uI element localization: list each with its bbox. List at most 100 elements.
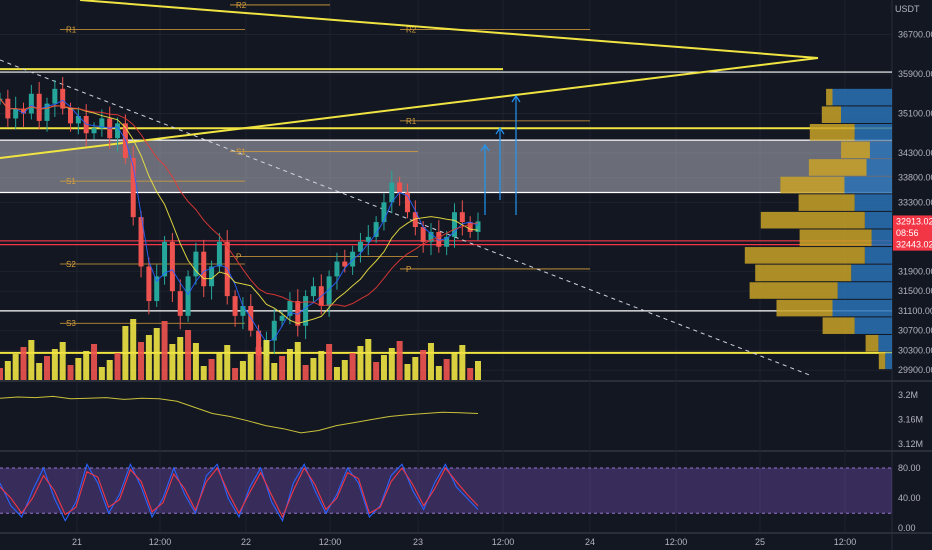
stoch-tick-label: 80.00 bbox=[898, 463, 921, 473]
volume-profile-buy-bar bbox=[832, 88, 892, 106]
volume-profile-sell-bar bbox=[826, 88, 833, 106]
volume-bar bbox=[0, 368, 3, 380]
volume-bar bbox=[216, 352, 223, 380]
volume-bar bbox=[247, 354, 254, 380]
volume-bar bbox=[122, 326, 129, 380]
obv-tick-label: 3.12M bbox=[898, 439, 923, 449]
candle-body bbox=[365, 236, 371, 242]
volume-profile-buy-bar bbox=[837, 282, 892, 299]
volume-profile-buy-bar bbox=[864, 247, 892, 264]
volume-profile-buy-bar bbox=[864, 211, 892, 229]
moving-average-line bbox=[0, 98, 479, 343]
candle-body bbox=[357, 241, 363, 252]
volume-bar bbox=[51, 349, 58, 380]
pivot-level-label: S3 bbox=[66, 319, 76, 328]
volume-bar bbox=[373, 362, 380, 380]
candle-body bbox=[75, 115, 81, 124]
volume-bar bbox=[36, 363, 43, 380]
volume-bar bbox=[4, 361, 11, 380]
volume-bar bbox=[177, 337, 184, 380]
dashed-trendline bbox=[0, 59, 813, 377]
stoch-line bbox=[0, 462, 479, 523]
volume-profile-sell-bar bbox=[865, 334, 879, 352]
volume-bar bbox=[255, 347, 262, 380]
candle-body bbox=[326, 276, 332, 306]
stoch-line bbox=[0, 466, 479, 519]
volume-bar bbox=[451, 352, 458, 380]
candle-body bbox=[28, 93, 34, 114]
price-tick-label: 30300.00 bbox=[898, 345, 932, 355]
volume-bar bbox=[333, 367, 340, 380]
candle-body bbox=[350, 251, 356, 267]
price-badge-label: 32913.02 bbox=[896, 216, 932, 226]
volume-bar bbox=[28, 340, 35, 380]
volume-bar bbox=[294, 342, 301, 380]
volume-bar bbox=[200, 366, 207, 380]
volume-profile-buy-bar bbox=[841, 106, 892, 123]
volume-bar bbox=[404, 364, 411, 380]
pivot-level-label: S1 bbox=[236, 148, 246, 157]
volume-bar bbox=[75, 358, 82, 380]
arrow-head bbox=[495, 126, 505, 135]
price-badge bbox=[893, 226, 932, 239]
pivot-level-label: R2 bbox=[406, 26, 417, 35]
volume-bar bbox=[271, 363, 278, 380]
currency-label: USDT bbox=[895, 4, 920, 14]
volume-profile-buy-bar bbox=[854, 317, 892, 334]
candle-body bbox=[36, 93, 42, 121]
candle-body bbox=[303, 296, 309, 326]
volume-profile-buy-bar bbox=[869, 141, 892, 159]
volume-bar bbox=[459, 345, 466, 380]
candle-body bbox=[287, 301, 293, 316]
volume-profile-buy-bar bbox=[844, 176, 892, 194]
price-tick-label: 34300.00 bbox=[898, 148, 932, 158]
price-tick-label: 31100.00 bbox=[898, 306, 932, 316]
time-tick-label: 23 bbox=[413, 537, 423, 547]
volume-profile-sell-bar bbox=[755, 264, 852, 282]
volume-profile-buy-bar bbox=[854, 194, 892, 211]
volume-bar bbox=[326, 344, 333, 380]
candle-body bbox=[342, 261, 348, 267]
volume-profile-sell-bar bbox=[760, 211, 865, 229]
pivot-level-label: R2 bbox=[236, 1, 247, 10]
price-badge-label: 08:56 bbox=[896, 228, 919, 238]
candle-body bbox=[99, 118, 105, 129]
volume-profile-sell-bar bbox=[822, 317, 855, 334]
volume-profile-sell-bar bbox=[878, 352, 886, 370]
candle-body bbox=[436, 231, 442, 247]
arrow-head bbox=[480, 143, 490, 152]
volume-bar bbox=[443, 359, 450, 380]
candle-body bbox=[138, 217, 144, 267]
volume-profile-sell-bar bbox=[799, 229, 872, 247]
candle-body bbox=[185, 276, 191, 316]
volume-profile-sell-bar bbox=[798, 194, 855, 211]
pivot-level-label: R1 bbox=[406, 117, 417, 126]
volume-bar bbox=[67, 365, 74, 380]
volume-bar bbox=[20, 347, 27, 380]
volume-profile-sell-bar bbox=[809, 123, 855, 141]
volume-bar bbox=[91, 344, 98, 380]
candle-body bbox=[240, 305, 246, 316]
volume-bar bbox=[185, 330, 192, 380]
candle-body bbox=[232, 296, 238, 316]
volume-bar bbox=[388, 348, 395, 380]
volume-profile-sell-bar bbox=[841, 141, 870, 159]
volume-profile-buy-bar bbox=[878, 334, 892, 352]
candle-body bbox=[381, 202, 387, 223]
candle-body bbox=[373, 222, 379, 237]
volume-bar bbox=[130, 319, 137, 380]
volume-bar bbox=[365, 339, 372, 380]
candle-body bbox=[91, 128, 97, 134]
candle-body bbox=[154, 276, 160, 302]
candle-body bbox=[451, 212, 457, 237]
candle-body bbox=[201, 251, 207, 287]
volume-profile-sell-bar bbox=[780, 176, 845, 194]
pivot-level-label: P bbox=[406, 265, 411, 274]
volume-bar bbox=[153, 328, 160, 380]
price-tick-label: 35100.00 bbox=[898, 109, 932, 119]
obv-tick-label: 3.16M bbox=[898, 415, 923, 425]
time-tick-label: 12:00 bbox=[834, 537, 857, 547]
price-tick-label: 29900.00 bbox=[898, 365, 932, 375]
candle-body bbox=[467, 222, 473, 232]
